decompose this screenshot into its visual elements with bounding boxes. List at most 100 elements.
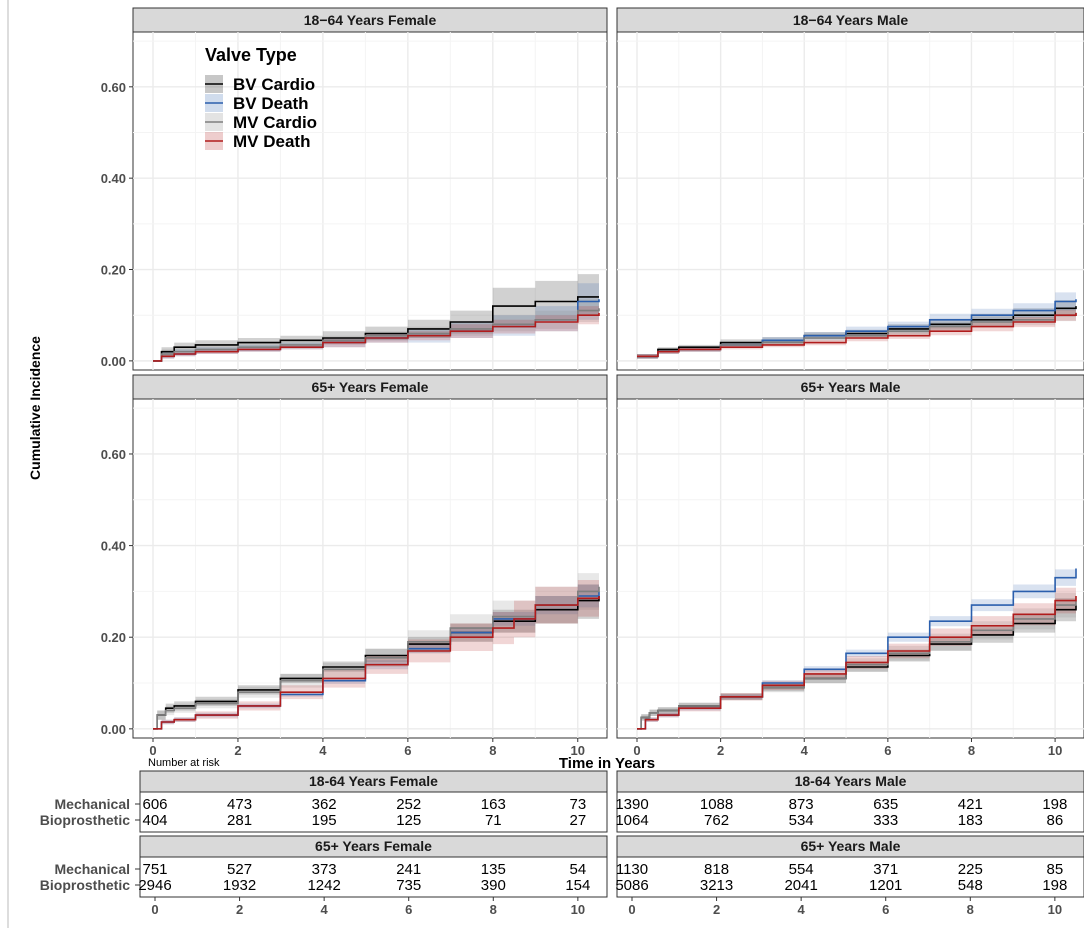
legend-entry-label: BV Cardio (233, 75, 315, 94)
panel-title: 18−64 Years Female (304, 12, 437, 28)
risk-x-tick-label: 4 (321, 902, 329, 917)
x-tick-label: 6 (884, 743, 891, 758)
risk-count: 873 (789, 796, 814, 813)
risk-count: 421 (958, 796, 983, 813)
risk-count: 241 (396, 861, 421, 878)
panel-strip (132, 374, 608, 400)
x-tick-label: 8 (489, 743, 496, 758)
incidence-panels: 18−64 Years Female0.000.200.400.6018−64 … (7, 0, 1084, 928)
risk-x-tick-label: 0 (628, 902, 635, 917)
x-tick-label: 2 (234, 743, 241, 758)
risk-count: 635 (873, 796, 898, 813)
risk-count: 371 (873, 861, 898, 878)
ci-band-bv-cardio (153, 577, 599, 729)
risk-count: 1130 (616, 861, 648, 878)
risk-count: 548 (958, 877, 983, 894)
risk-panel-body (139, 791, 608, 833)
risk-count: 554 (789, 861, 814, 878)
risk-count: 3213 (700, 877, 733, 894)
ci-band-bv-death (637, 289, 1076, 359)
ci-band-bv-cardio (637, 593, 1076, 729)
risk-count: 1242 (307, 877, 340, 894)
y-tick-label: 0.00 (101, 354, 126, 369)
x-tick-label: 10 (571, 743, 585, 758)
y-axis-title: Cumulative Incidence (27, 336, 43, 480)
risk-count: 183 (958, 812, 983, 829)
risk-x-tick-label: 2 (236, 902, 243, 917)
risk-count: 85 (1047, 861, 1064, 878)
risk-count: 473 (227, 796, 252, 813)
panel-background (132, 31, 608, 371)
ci-band-mv-death (153, 303, 599, 361)
risk-panel-3: 65+ Years Female 751 527 373 241 135 54 Mechani… (40, 835, 608, 917)
panel-title: 65+ Years Female (312, 379, 429, 395)
risk-count: 252 (396, 796, 421, 813)
legend-entry-label: MV Death (233, 132, 310, 151)
x-tick-label: 8 (968, 743, 975, 758)
risk-panel-2: 18-64 Years Male 1390 1088 873 635 421 198 1064… (615, 770, 1084, 833)
series-line-bv-cardio (153, 296, 599, 362)
panel-1: 18−64 Years Female 0.00 0.20 0.40 0.60 (101, 7, 608, 371)
risk-x-tick-label: 8 (967, 902, 974, 917)
legend-entry-label: BV Death (233, 94, 309, 113)
risk-count: 534 (789, 812, 814, 829)
risk-count: 5086 (615, 877, 648, 894)
risk-count: 1064 (615, 812, 648, 829)
panel-2: 18−64 Years Male (616, 7, 1084, 371)
x-tick-label: 4 (319, 743, 327, 758)
risk-x-tick-label: 2 (713, 902, 720, 917)
risk-count: 2946 (138, 877, 171, 894)
risk-x-tick-label: 0 (151, 902, 158, 917)
x-axis-title: Time in Years (559, 755, 655, 772)
risk-panel-1: 18-64 Years Female 606 473 362 252 163 73 Mecha… (40, 770, 608, 833)
y-tick-label: 0.20 (101, 263, 126, 278)
risk-x-tick-label: 6 (882, 902, 889, 917)
ci-band-mv-cardio (153, 296, 599, 361)
legend-title: Valve Type (205, 45, 297, 65)
risk-count: 373 (312, 861, 337, 878)
risk-count: 54 (570, 861, 587, 878)
risk-count: 818 (704, 861, 729, 878)
risk-count: 735 (396, 877, 421, 894)
risk-count: 762 (704, 812, 729, 829)
risk-count: 125 (396, 812, 421, 829)
risk-x-tick-label: 10 (571, 902, 585, 917)
panel-background (616, 398, 1084, 739)
y-tick-label: 0.40 (101, 171, 126, 186)
risk-count: 390 (481, 877, 506, 894)
x-tick-label: 4 (801, 743, 809, 758)
x-tick-label: 0 (633, 743, 640, 758)
ci-band-mv-cardio (637, 587, 1076, 729)
risk-count: 606 (142, 796, 167, 813)
x-tick-label: 10 (1048, 743, 1062, 758)
y-tick-label: 0.60 (101, 80, 126, 95)
risk-count: 71 (485, 812, 502, 829)
risk-count: 195 (312, 812, 337, 829)
risk-panel-body (139, 856, 608, 898)
panel-title: 65+ Years Male (801, 379, 901, 395)
y-tick-label: 0.20 (101, 630, 126, 645)
risk-count: 2041 (784, 877, 817, 894)
risk-panel-title: 18-64 Years Female (309, 773, 438, 789)
legend-entry-label: MV Cardio (233, 113, 317, 132)
risk-panel-title: 65+ Years Male (801, 838, 901, 854)
panel-title: 18−64 Years Male (793, 12, 909, 28)
risk-count: 198 (1042, 877, 1067, 894)
risk-count: 1088 (700, 796, 733, 813)
risk-count: 154 (565, 877, 590, 894)
ci-band-mv-cardio (153, 568, 599, 729)
risk-count: 1390 (615, 796, 648, 813)
risk-row-label: Mechanical (55, 796, 130, 812)
risk-count: 362 (312, 796, 337, 813)
risk-row-label: Bioprosthetic (40, 877, 130, 893)
risk-x-tick-label: 10 (1048, 902, 1062, 917)
risk-row-label: Bioprosthetic (40, 812, 130, 828)
y-tick-label: 0.40 (101, 539, 126, 554)
risk-count: 27 (570, 812, 587, 829)
risk-x-tick-label: 6 (405, 902, 412, 917)
ci-band-bv-cardio (153, 274, 599, 361)
risk-count: 333 (873, 812, 898, 829)
